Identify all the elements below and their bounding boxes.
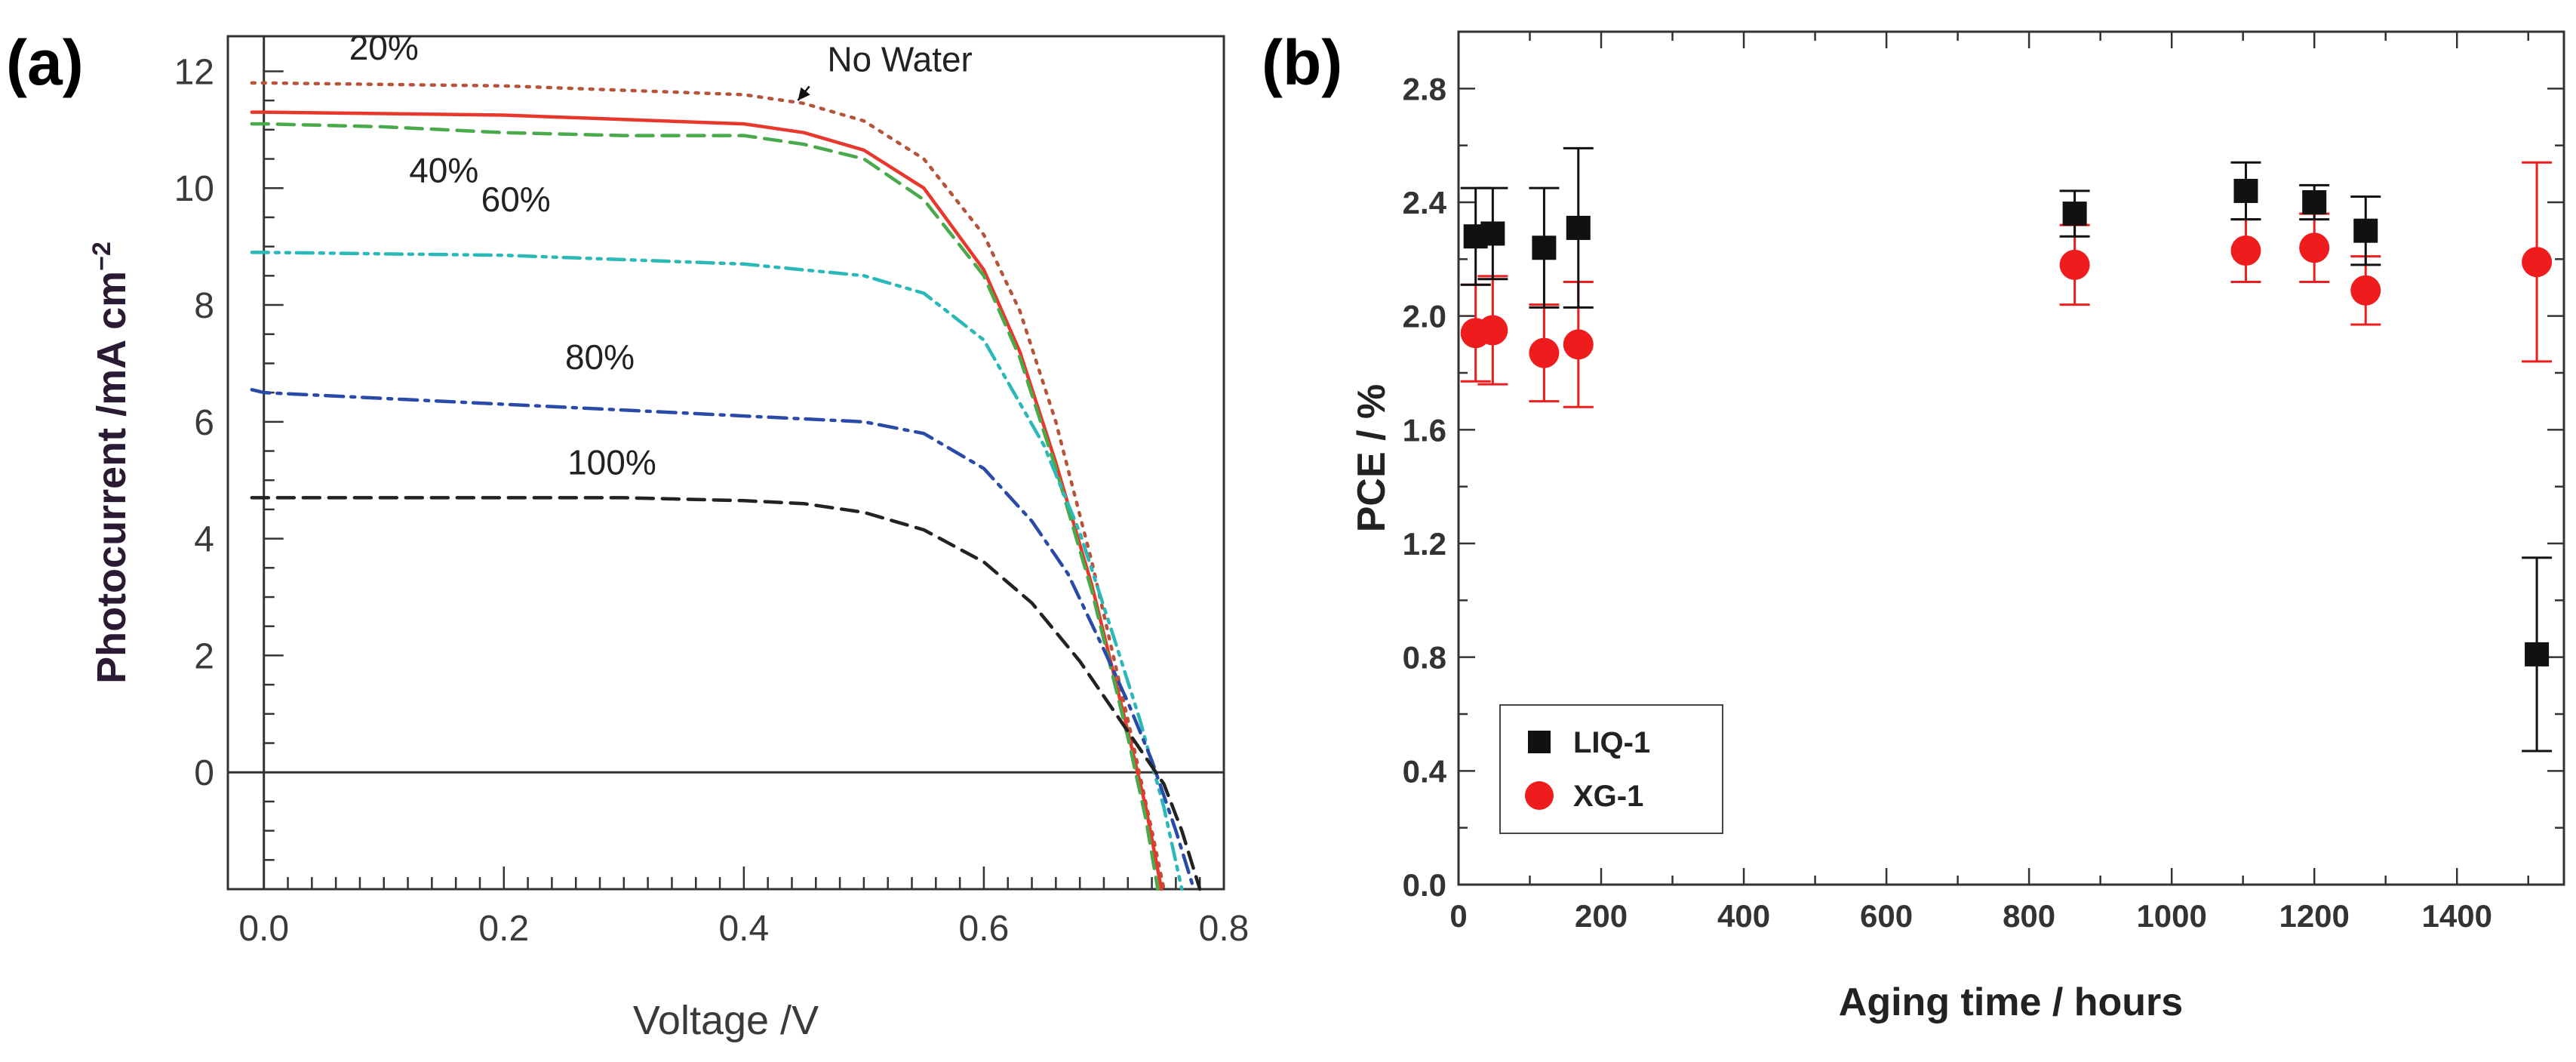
panel-b-x-tick-label: 600 bbox=[1860, 898, 1913, 934]
legend-label-liq-1: LIQ-1 bbox=[1573, 726, 1650, 759]
panel-a-x-axis-label: Voltage /V bbox=[633, 998, 819, 1043]
marker-liq-1 bbox=[2302, 190, 2327, 214]
marker-xg-1 bbox=[1477, 315, 1508, 346]
marker-xg-1 bbox=[2299, 232, 2330, 263]
marker-xg-1 bbox=[2350, 275, 2381, 306]
curve-80 bbox=[250, 388, 1196, 891]
panel-a-y-tick-label: 10 bbox=[174, 169, 214, 209]
point-xg-1 bbox=[2230, 218, 2261, 283]
panel-b-y-tick-label: 2.4 bbox=[1403, 185, 1447, 220]
point-xg-1 bbox=[2522, 161, 2553, 363]
marker-xg-1 bbox=[1563, 329, 1594, 360]
point-liq-1 bbox=[2230, 161, 2261, 221]
annotation-20: 20% bbox=[349, 28, 419, 67]
point-liq-1 bbox=[2522, 556, 2553, 753]
panel-a-ticks bbox=[228, 36, 1225, 889]
panel-b-legend: LIQ-1 XG-1 bbox=[1499, 704, 1723, 834]
marker-liq-1 bbox=[2062, 202, 2087, 226]
point-liq-1 bbox=[2059, 189, 2090, 238]
panel-b-y-tick-label: 0.8 bbox=[1403, 640, 1446, 676]
point-xg-1 bbox=[2350, 255, 2381, 326]
panel-a-y-tick-label: 2 bbox=[194, 636, 214, 676]
point-xg-1 bbox=[1529, 303, 1560, 403]
panel-b-y-tick-label: 2.0 bbox=[1403, 299, 1446, 334]
panel-a-tick-labels: 0.0 0.2 0.4 0.6 0.8 0 2 4 6 8 10 12 bbox=[174, 52, 1250, 949]
point-xg-1 bbox=[1477, 275, 1508, 386]
marker-liq-1 bbox=[1566, 215, 1591, 240]
panel-b-plot-frame bbox=[1457, 30, 2565, 886]
panel-b-chart: 0 200 400 600 800 1000 1200 1400 0.0 0.4 0.8 1.2 1.6… bbox=[1350, 30, 2565, 1024]
curve-20 bbox=[250, 81, 1166, 891]
panel-b-x-tick-label: 0 bbox=[1449, 898, 1467, 934]
panel-b-x-tick-label: 200 bbox=[1575, 898, 1628, 934]
annotation-80: 80% bbox=[565, 337, 635, 377]
panel-b-legend-box bbox=[1499, 704, 1723, 834]
point-liq-1 bbox=[2299, 183, 2330, 221]
marker-xg-1 bbox=[2522, 247, 2553, 278]
panel-b-x-tick-label: 400 bbox=[1717, 898, 1770, 934]
panel-b-x-tick-label: 1400 bbox=[2422, 898, 2492, 934]
panel-a-x-tick-label: 0.8 bbox=[1199, 909, 1250, 949]
panel-b-x-axis-label: Aging time / hours bbox=[1839, 980, 2183, 1024]
panel-a-chart: 20% No Water 40%60% 80% 100% 0.0 0.2 0.4 0.6 0.8… bbox=[88, 28, 1249, 1043]
panel-b-x-tick-label: 1000 bbox=[2136, 898, 2206, 934]
panel-b-y-tick-label: 0.0 bbox=[1403, 867, 1446, 903]
panel-b-y-tick-label: 1.2 bbox=[1403, 526, 1446, 562]
panel-b-x-tick-label: 1200 bbox=[2279, 898, 2349, 934]
marker-liq-1 bbox=[2233, 178, 2258, 203]
panel-b-tick-labels: 0 200 400 600 800 1000 1200 1400 0.0 0.4 0.8 1.2 1.6… bbox=[1403, 71, 2492, 934]
panel-a-y-axis-label-sup: −2 bbox=[88, 242, 116, 271]
panel-b-ticks bbox=[1457, 30, 2564, 886]
marker-liq-1 bbox=[1532, 235, 1557, 260]
panel-a-y-axis-label: Photocurrent /mA cm−2 bbox=[88, 242, 134, 684]
curve-100 bbox=[250, 496, 1202, 891]
panel-a-y-tick-label: 4 bbox=[194, 520, 214, 560]
legend-marker-xg-1 bbox=[1525, 781, 1554, 810]
panel-b-y-tick-label: 0.4 bbox=[1403, 753, 1447, 789]
panel-a-y-axis-label-main: Photocurrent /mA cm bbox=[89, 271, 134, 684]
panel-b-y-axis-label: PCE / % bbox=[1350, 384, 1394, 533]
panel-a-y-tick-label: 6 bbox=[194, 403, 214, 443]
panel-a-letter: (a) bbox=[6, 27, 84, 98]
curve-60 bbox=[250, 251, 1184, 891]
panel-a-y-tick-label: 0 bbox=[194, 753, 214, 793]
legend-label-xg-1: XG-1 bbox=[1573, 780, 1643, 813]
annotation-arrowhead bbox=[798, 87, 810, 101]
legend-marker-liq-1 bbox=[1528, 731, 1551, 753]
marker-liq-1 bbox=[2525, 642, 2550, 666]
annotation-40: 40% bbox=[409, 150, 478, 189]
panel-a-y-tick-label: 8 bbox=[194, 286, 214, 326]
panel-b-x-tick-label: 800 bbox=[2003, 898, 2055, 934]
annotation-60: 60% bbox=[481, 180, 551, 219]
annotation-100: 100% bbox=[567, 442, 656, 482]
point-liq-1 bbox=[2350, 195, 2381, 266]
point-xg-1 bbox=[2299, 212, 2330, 283]
curve-40 bbox=[250, 122, 1160, 891]
panel-a-x-tick-label: 0.2 bbox=[478, 909, 529, 949]
panel-a-annotations: 20% No Water 40%60% 80% 100% bbox=[349, 28, 973, 482]
point-liq-1 bbox=[1563, 146, 1594, 309]
panel-b-y-tick-label: 1.6 bbox=[1403, 412, 1446, 448]
marker-liq-1 bbox=[1480, 221, 1505, 246]
panel-a-x-tick-label: 0.4 bbox=[718, 909, 769, 949]
marker-xg-1 bbox=[1529, 337, 1560, 368]
panel-a-lines bbox=[250, 81, 1202, 891]
panel-b-y-tick-label: 2.8 bbox=[1403, 71, 1446, 106]
marker-xg-1 bbox=[2059, 249, 2090, 280]
point-liq-1 bbox=[1529, 186, 1560, 309]
annotation-no-water: No Water bbox=[827, 39, 973, 78]
panel-b-letter: (b) bbox=[1262, 27, 1342, 98]
panel-a-x-tick-label: 0.0 bbox=[238, 909, 289, 949]
marker-liq-1 bbox=[2353, 218, 2378, 243]
panel-a-plot-frame bbox=[226, 35, 1225, 891]
panel-a-x-tick-label: 0.6 bbox=[959, 909, 1010, 949]
panel-b-points bbox=[1460, 146, 2553, 753]
panel-a-y-tick-label: 12 bbox=[174, 52, 214, 92]
marker-xg-1 bbox=[2230, 235, 2261, 266]
point-liq-1 bbox=[1477, 186, 1508, 281]
